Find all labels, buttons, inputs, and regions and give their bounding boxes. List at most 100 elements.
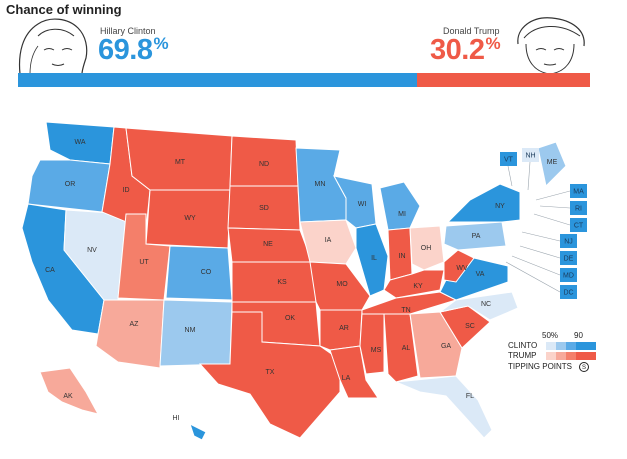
state-label-ut: UT: [139, 259, 149, 266]
state-label-in: IN: [399, 253, 406, 260]
legend-swatch: [556, 352, 566, 360]
state-label-ky: KY: [413, 283, 423, 290]
state-box-dc[interactable]: [560, 285, 577, 299]
trump-probability-segment: [417, 73, 590, 87]
state-label-sd: SD: [259, 205, 269, 212]
state-box-label-ma: MA: [573, 188, 584, 195]
state-me[interactable]: [537, 141, 567, 188]
trump-pct-symbol: %: [485, 34, 501, 53]
state-box-label-dc: DC: [563, 289, 573, 296]
state-ks[interactable]: [231, 261, 317, 303]
clinton-pct-symbol: %: [153, 34, 169, 53]
state-box-ri[interactable]: [570, 201, 587, 215]
state-label-nd: ND: [259, 161, 269, 168]
state-az[interactable]: [95, 299, 165, 369]
state-label-mi: MI: [398, 211, 406, 218]
svg-text:S: S: [582, 365, 586, 371]
state-label-la: LA: [342, 375, 351, 382]
legend-swatch: [586, 342, 596, 350]
callout-leader-line: [511, 255, 561, 276]
state-label-pa: PA: [472, 233, 481, 240]
tipping-points-icon: S: [579, 362, 589, 372]
state-box-label-nj: NJ: [564, 238, 573, 245]
state-box-vt[interactable]: [500, 152, 517, 166]
callout-leader-line: [533, 213, 571, 226]
callout-leader-line: [535, 190, 571, 201]
state-box-de[interactable]: [560, 251, 577, 265]
state-ny[interactable]: [446, 183, 521, 223]
state-label-co: CO: [201, 269, 212, 276]
state-label-sc: SC: [465, 323, 475, 330]
trump-pct: 30.2%: [430, 34, 501, 67]
state-box-label-ri: RI: [575, 205, 582, 212]
chart-title: Chance of winning: [6, 2, 122, 17]
state-hi[interactable]: [189, 423, 207, 441]
state-label-oh: OH: [421, 245, 432, 252]
state-box-label-de: DE: [564, 255, 574, 262]
state-label-ne: NE: [263, 241, 273, 248]
state-label-ar: AR: [339, 325, 349, 332]
state-label-tx: TX: [266, 369, 275, 376]
state-box-label-vt: VT: [504, 156, 514, 163]
legend-clinton-label: CLINTO: [508, 341, 538, 350]
legend-tick-low: 50%: [542, 331, 559, 340]
callout-leader-line: [505, 261, 561, 293]
state-box-label-md: MD: [563, 272, 574, 279]
state-label-al: AL: [402, 345, 411, 352]
clinton-pct: 69.8%: [98, 34, 169, 67]
state-label-ga: GA: [441, 343, 451, 350]
state-label-ks: KS: [277, 279, 287, 286]
legend-swatch: [586, 352, 596, 360]
state-co[interactable]: [165, 245, 233, 301]
legend-swatch: [546, 352, 556, 360]
state-oh[interactable]: [409, 225, 445, 271]
state-ms[interactable]: [359, 313, 385, 375]
legend-swatch: [576, 342, 586, 350]
state-label-ms: MS: [371, 347, 382, 354]
state-label-az: AZ: [130, 321, 140, 328]
state-box-nj[interactable]: [560, 234, 577, 248]
state-box-ct[interactable]: [570, 218, 587, 232]
state-label-nm: NM: [185, 327, 196, 334]
state-label-nv: NV: [87, 247, 97, 254]
state-mi[interactable]: [379, 181, 421, 231]
callout-leader-line: [527, 161, 531, 191]
state-label-ok: OK: [285, 315, 295, 322]
state-nc[interactable]: [439, 291, 519, 321]
state-label-wy: WY: [184, 215, 196, 222]
state-label-or: OR: [65, 181, 76, 188]
state-ak[interactable]: [39, 367, 99, 415]
state-box-ma[interactable]: [570, 184, 587, 198]
legend-tick-high: 90: [574, 331, 583, 340]
clinton-probability-segment: [18, 73, 418, 87]
state-label-ia: IA: [325, 237, 332, 244]
state-ga[interactable]: [409, 311, 463, 379]
state-label-mn: MN: [315, 181, 326, 188]
trump-portrait: [517, 17, 585, 74]
state-box-label-ct: CT: [574, 222, 584, 229]
state-box-md[interactable]: [560, 268, 577, 282]
state-tx[interactable]: [198, 311, 341, 439]
state-box-nh[interactable]: [522, 148, 539, 162]
state-label-nc: NC: [481, 301, 491, 308]
legend-swatch: [546, 342, 556, 350]
state-wv[interactable]: [443, 249, 475, 283]
probability-bar: [18, 73, 590, 87]
state-label-hi: HI: [173, 415, 180, 422]
state-fl[interactable]: [395, 375, 493, 439]
state-label-tn: TN: [401, 307, 410, 314]
legend-swatch: [576, 352, 586, 360]
legend-tipping-label: TIPPING POINTS: [508, 362, 573, 371]
state-al[interactable]: [383, 313, 419, 383]
legend-swatch: [556, 342, 566, 350]
state-box-label-nh: NH: [525, 152, 535, 159]
state-nm[interactable]: [159, 299, 233, 367]
legend-swatch: [566, 352, 576, 360]
state-pa[interactable]: [443, 221, 507, 251]
state-ia[interactable]: [299, 219, 357, 265]
trump-name: Donald Trump: [443, 26, 500, 36]
state-label-wa: WA: [74, 139, 85, 146]
state-label-ny: NY: [495, 203, 505, 210]
state-label-fl: FL: [466, 393, 474, 400]
